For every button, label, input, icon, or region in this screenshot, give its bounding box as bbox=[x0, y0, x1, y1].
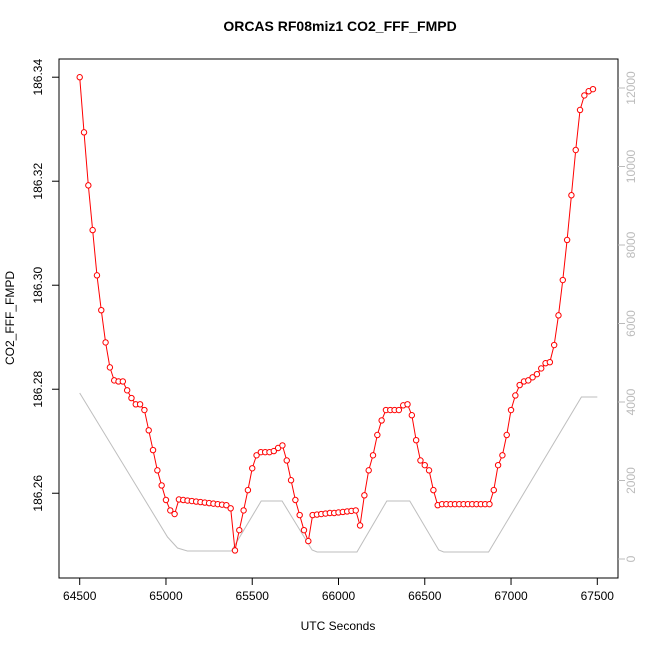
data-point bbox=[503, 431, 510, 439]
y-axis-label: CO2_FFF_FMPD bbox=[3, 271, 17, 365]
data-point bbox=[249, 465, 256, 472]
data-point bbox=[581, 92, 588, 99]
x-tick-label: 66500 bbox=[408, 589, 442, 603]
data-point bbox=[154, 467, 161, 474]
data-point bbox=[559, 276, 566, 284]
data-point bbox=[365, 467, 372, 474]
y-tick-label: 186.32 bbox=[31, 163, 45, 200]
x-tick-label: 66000 bbox=[322, 589, 356, 603]
data-point bbox=[244, 486, 252, 494]
data-point bbox=[283, 457, 290, 464]
data-point bbox=[507, 406, 515, 414]
y2-tick-label: 2000 bbox=[624, 467, 638, 494]
data-point bbox=[171, 510, 178, 518]
data-point bbox=[119, 378, 127, 385]
y2-tick-label: 6000 bbox=[624, 310, 638, 337]
data-point bbox=[352, 507, 359, 514]
data-point bbox=[106, 364, 114, 371]
y-tick-label: 186.26 bbox=[31, 475, 45, 512]
data-point bbox=[305, 537, 312, 545]
y-tick-label: 186.30 bbox=[31, 267, 45, 304]
data-point bbox=[85, 182, 92, 189]
data-point bbox=[412, 436, 420, 444]
y2-tick-label: 0 bbox=[624, 555, 638, 562]
data-point bbox=[149, 446, 157, 454]
data-point bbox=[374, 431, 381, 439]
y2-tick-label: 10000 bbox=[624, 149, 638, 183]
data-point bbox=[93, 272, 101, 279]
data-point bbox=[525, 377, 532, 384]
x-tick-label: 65500 bbox=[236, 589, 270, 603]
x-axis-label: UTC Seconds bbox=[301, 619, 376, 633]
data-point bbox=[231, 547, 239, 554]
data-point bbox=[76, 74, 83, 81]
data-point bbox=[296, 511, 303, 519]
data-point bbox=[123, 387, 131, 394]
data-point bbox=[240, 507, 247, 514]
data-point bbox=[430, 486, 437, 494]
data-point bbox=[270, 447, 278, 455]
data-point bbox=[89, 226, 96, 234]
data-point bbox=[361, 492, 368, 499]
data-point bbox=[550, 341, 558, 349]
y2-tick-label: 8000 bbox=[624, 231, 638, 258]
data-point bbox=[162, 496, 170, 504]
data-point bbox=[512, 392, 519, 399]
data-point bbox=[395, 406, 403, 414]
data-point bbox=[141, 406, 148, 414]
data-point bbox=[499, 452, 506, 459]
altitude-line bbox=[79, 392, 598, 553]
data-point bbox=[516, 381, 523, 389]
data-point bbox=[279, 442, 286, 449]
data-point bbox=[300, 526, 308, 534]
data-point bbox=[572, 146, 579, 154]
data-point bbox=[80, 129, 88, 136]
data-point bbox=[568, 192, 575, 199]
x-tick-label: 67500 bbox=[581, 589, 615, 603]
data-point bbox=[494, 461, 502, 469]
data-point bbox=[128, 394, 135, 402]
data-point bbox=[555, 312, 562, 319]
data-point bbox=[145, 427, 152, 434]
data-point bbox=[369, 452, 377, 459]
data-point bbox=[486, 500, 493, 508]
data-point bbox=[421, 461, 428, 469]
data-point bbox=[253, 452, 260, 459]
chart-title: ORCAS RF08miz1 CO2_FFF_FMPD bbox=[223, 18, 456, 34]
data-point bbox=[136, 401, 144, 408]
data-point bbox=[378, 417, 385, 424]
data-point bbox=[227, 505, 234, 512]
data-point bbox=[102, 339, 109, 346]
y-tick-label: 186.28 bbox=[31, 371, 45, 408]
y2-tick-label: 4000 bbox=[624, 388, 638, 415]
data-point bbox=[546, 358, 554, 366]
data-point bbox=[356, 522, 364, 529]
data-point bbox=[158, 482, 165, 489]
x-tick-label: 64500 bbox=[63, 589, 97, 603]
data-point bbox=[529, 374, 536, 381]
x-tick-label: 67000 bbox=[494, 589, 528, 603]
data-point bbox=[292, 496, 299, 504]
y-tick-label: 186.34 bbox=[31, 59, 45, 96]
data-point bbox=[417, 457, 424, 464]
data-point bbox=[236, 526, 243, 534]
data-point bbox=[223, 501, 230, 509]
data-point bbox=[563, 236, 571, 244]
data-point bbox=[408, 412, 416, 419]
x-tick-label: 65000 bbox=[149, 589, 183, 603]
y2-tick-label: 12000 bbox=[624, 71, 638, 105]
data-point bbox=[490, 486, 497, 494]
data-point bbox=[287, 477, 295, 484]
data-point bbox=[576, 106, 584, 114]
data-point bbox=[425, 467, 433, 474]
data-point bbox=[533, 370, 541, 378]
data-point bbox=[98, 306, 105, 314]
data-point bbox=[538, 365, 545, 372]
data-point bbox=[589, 85, 597, 93]
data-point bbox=[167, 507, 174, 514]
data-point bbox=[404, 401, 411, 408]
